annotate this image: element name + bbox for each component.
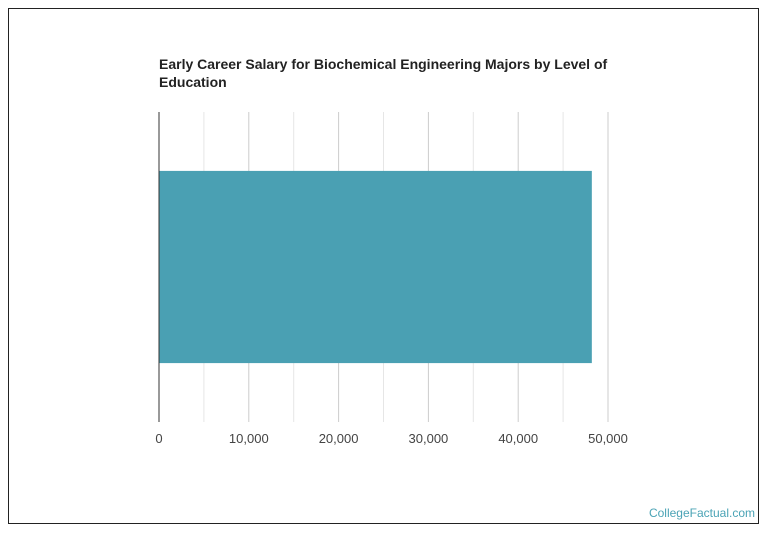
bars [159, 170, 592, 364]
chart-title: Early Career Salary for Biochemical Engi… [159, 56, 608, 90]
x-tick-label: 10,000 [229, 431, 269, 446]
x-tick-labels: 0 10,000 20,000 30,000 40,000 50,000 [155, 431, 628, 446]
x-tick-label: 20,000 [319, 431, 359, 446]
x-tick-label: 30,000 [409, 431, 449, 446]
bar-0[interactable] [159, 170, 592, 364]
x-tick-label: 40,000 [498, 431, 538, 446]
source-watermark[interactable]: CollegeFactual.com [648, 506, 755, 520]
x-tick-label: 0 [155, 431, 162, 446]
x-tick-label: 50,000 [588, 431, 628, 446]
